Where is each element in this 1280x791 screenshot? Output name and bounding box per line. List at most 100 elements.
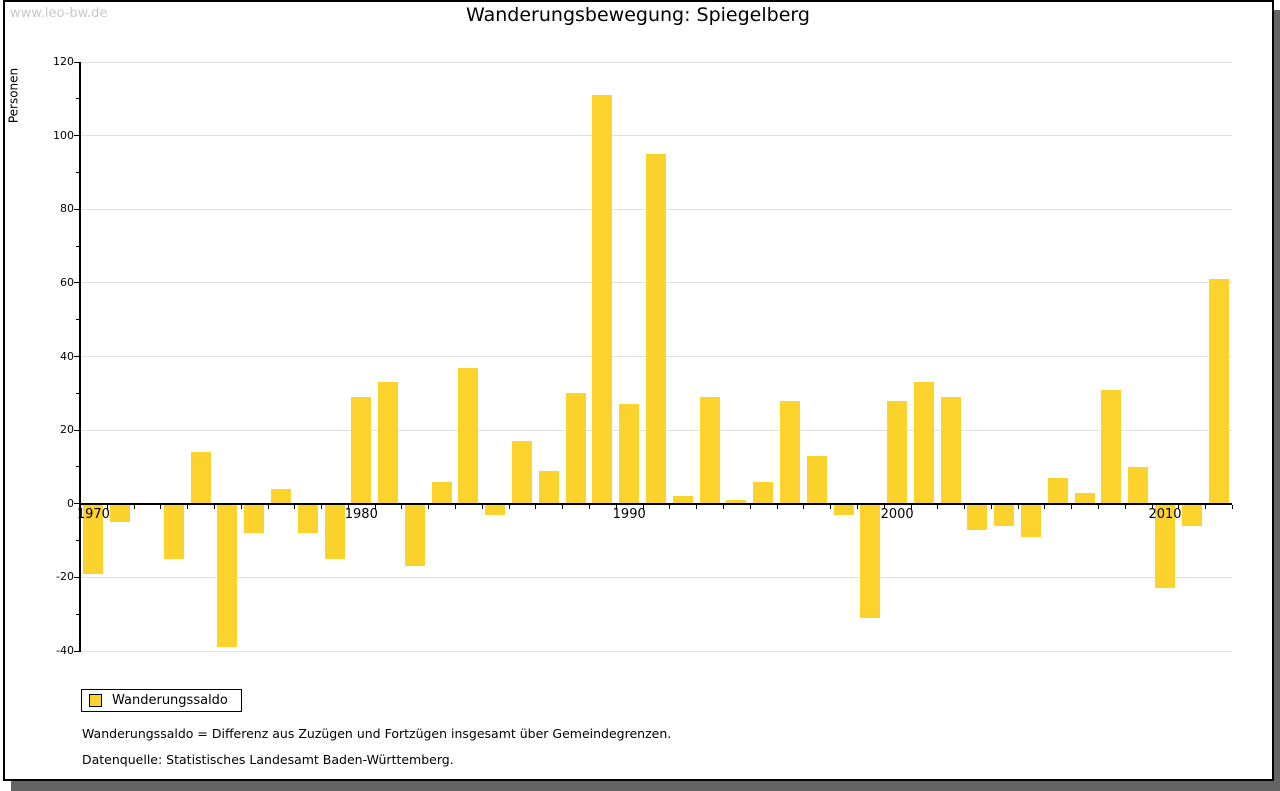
y-tick-label: 20	[60, 423, 74, 437]
bar	[726, 500, 747, 504]
gridline	[80, 135, 1232, 137]
bar	[1074, 492, 1095, 504]
bar	[404, 503, 425, 567]
y-tick-label: 100	[53, 128, 74, 142]
x-axis-tick	[562, 504, 564, 510]
bar	[699, 396, 720, 504]
x-axis-tick	[1205, 504, 1207, 510]
x-tick-label: 1980	[344, 506, 378, 522]
bar	[619, 404, 640, 504]
y-tick-label: 0	[67, 496, 74, 510]
x-axis-line	[80, 502, 1232, 505]
x-axis-tick	[1124, 504, 1126, 510]
bar	[190, 452, 211, 504]
x-axis-tick	[1232, 504, 1233, 510]
bar	[485, 503, 506, 515]
y-axis-tick	[76, 319, 80, 321]
bar	[860, 503, 881, 618]
footnote-source: Datenquelle: Statistisches Landesamt Bad…	[82, 752, 454, 767]
y-axis-tick	[74, 356, 80, 357]
legend-swatch-icon	[89, 694, 102, 707]
bar	[1155, 503, 1176, 589]
y-axis-tick	[76, 613, 80, 615]
x-axis-tick	[1098, 504, 1100, 510]
bar	[646, 154, 666, 504]
y-axis-tick	[74, 503, 80, 505]
bar	[431, 481, 452, 504]
x-axis-tick	[1044, 504, 1046, 510]
bar	[1128, 466, 1149, 504]
bar	[324, 503, 345, 559]
x-axis-tick	[347, 504, 349, 510]
gridline	[80, 576, 1232, 578]
x-axis-tick	[910, 504, 912, 510]
legend: Wanderungssaldo	[81, 689, 242, 712]
x-axis-tick	[401, 504, 403, 510]
y-axis-tick	[76, 171, 80, 173]
bar	[833, 503, 854, 515]
x-axis-tick	[589, 504, 591, 510]
bar	[913, 382, 934, 504]
y-axis-tick	[76, 392, 80, 394]
x-axis-tick	[321, 504, 323, 510]
y-axis-tick	[74, 576, 80, 578]
y-axis-tick	[76, 466, 80, 468]
footnote-definition: Wanderungssaldo = Differenz aus Zuzügen …	[82, 726, 672, 741]
bar	[565, 393, 586, 504]
x-axis-tick	[1178, 504, 1180, 510]
x-axis-tick	[428, 504, 430, 510]
y-tick-label: 40	[60, 349, 74, 363]
bar	[110, 503, 131, 523]
bar	[378, 382, 399, 504]
bar	[753, 481, 774, 504]
x-axis-tick	[883, 504, 885, 510]
y-axis-tick	[74, 61, 80, 63]
x-axis-tick	[80, 504, 81, 510]
y-axis-tick	[76, 245, 80, 247]
bar	[538, 470, 559, 504]
x-axis-tick	[1071, 504, 1073, 510]
y-tick-label: -20	[56, 570, 74, 584]
bar	[458, 367, 479, 504]
bar	[270, 489, 291, 504]
x-tick-label: 2010	[1148, 506, 1182, 522]
x-axis-tick	[615, 504, 617, 510]
bar	[592, 95, 613, 504]
bar	[83, 503, 104, 574]
y-axis-tick	[74, 282, 80, 284]
bar	[806, 455, 827, 504]
x-axis-tick	[133, 504, 135, 510]
y-axis-tick	[76, 540, 80, 542]
x-axis-tick	[106, 504, 108, 510]
bar	[887, 400, 908, 504]
bar	[940, 396, 961, 504]
x-axis-tick	[1017, 504, 1019, 510]
x-axis-tick	[642, 504, 644, 510]
x-axis-tick	[696, 504, 698, 510]
bar	[512, 441, 533, 504]
x-axis-tick	[1151, 504, 1153, 510]
x-axis-tick	[240, 504, 242, 510]
x-axis-tick	[187, 504, 189, 510]
gridline	[80, 61, 1232, 63]
x-axis-tick	[856, 504, 858, 510]
y-axis-line	[79, 62, 81, 652]
y-tick-label: -40	[56, 644, 74, 657]
x-axis-tick	[213, 504, 215, 510]
x-axis-tick	[749, 504, 751, 510]
x-axis-tick	[374, 504, 376, 510]
x-axis-tick	[669, 504, 671, 510]
legend-label: Wanderungssaldo	[112, 693, 228, 708]
x-axis-tick	[722, 504, 724, 510]
y-axis-tick	[76, 98, 80, 100]
bar	[967, 503, 988, 530]
bar	[297, 503, 318, 534]
y-tick-label: 120	[53, 55, 74, 68]
x-axis-tick	[964, 504, 966, 510]
x-axis-tick	[535, 504, 537, 510]
bar	[1047, 477, 1068, 504]
bar	[1101, 389, 1122, 504]
bar	[1208, 279, 1229, 504]
y-axis-tick	[74, 650, 80, 652]
